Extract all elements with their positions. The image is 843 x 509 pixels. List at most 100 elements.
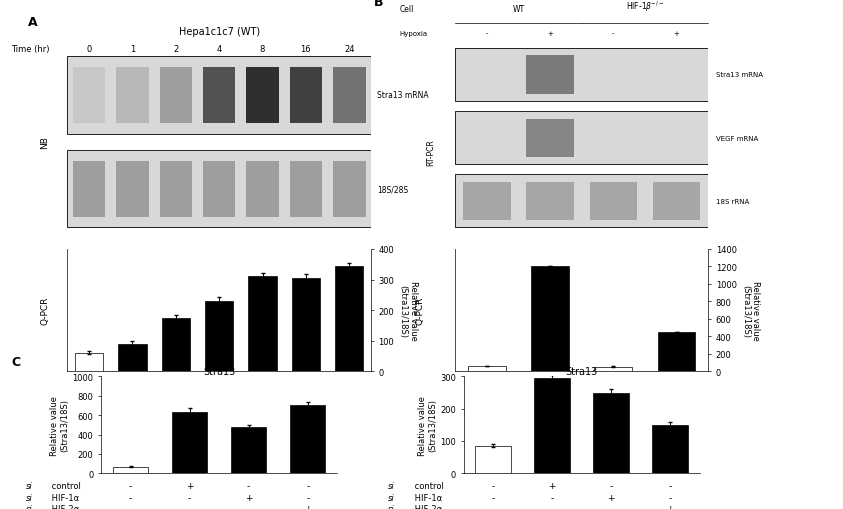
Text: Cell: Cell — [400, 5, 414, 14]
Text: -: - — [306, 481, 309, 490]
Bar — [652, 425, 688, 473]
Text: +: + — [186, 481, 193, 490]
Text: 4: 4 — [217, 45, 222, 54]
Text: Q-PCR: Q-PCR — [40, 296, 49, 325]
Text: Hepa1c1c7 (WT): Hepa1c1c7 (WT) — [179, 26, 260, 37]
Text: -: - — [612, 31, 615, 37]
Text: WT: WT — [513, 5, 524, 14]
Text: -: - — [188, 504, 191, 509]
Text: A: A — [28, 16, 38, 29]
FancyBboxPatch shape — [246, 161, 279, 217]
Bar — [292, 278, 320, 372]
Text: -: - — [306, 493, 309, 502]
Text: 18S rRNA: 18S rRNA — [716, 199, 749, 205]
FancyBboxPatch shape — [203, 68, 235, 124]
Text: Hypoxia: Hypoxia — [400, 31, 427, 37]
Bar — [172, 412, 207, 473]
Text: control: control — [49, 481, 81, 490]
Bar — [205, 301, 234, 372]
Text: si: si — [25, 493, 32, 502]
FancyBboxPatch shape — [72, 161, 105, 217]
Text: -: - — [247, 504, 250, 509]
Text: -: - — [668, 493, 672, 502]
Text: VEGF mRNA: VEGF mRNA — [716, 135, 758, 142]
Title: Stra13: Stra13 — [203, 366, 235, 376]
FancyBboxPatch shape — [116, 161, 148, 217]
Text: -: - — [129, 493, 132, 502]
Text: 16: 16 — [301, 45, 311, 54]
Text: 8: 8 — [260, 45, 266, 54]
Text: Stra13 mRNA: Stra13 mRNA — [716, 72, 763, 78]
FancyBboxPatch shape — [333, 68, 366, 124]
Text: control: control — [411, 481, 443, 490]
Text: -: - — [491, 493, 495, 502]
FancyBboxPatch shape — [72, 68, 105, 124]
Text: HIF-1α: HIF-1α — [411, 493, 442, 502]
Text: si: si — [388, 493, 395, 502]
Bar — [231, 427, 266, 473]
Bar — [162, 318, 190, 372]
Title: Stra13: Stra13 — [566, 366, 598, 376]
FancyBboxPatch shape — [116, 68, 148, 124]
Bar — [113, 467, 148, 473]
Bar — [118, 344, 147, 372]
Text: HIF-2α: HIF-2α — [49, 504, 79, 509]
Text: RT-PCR: RT-PCR — [426, 139, 435, 166]
Text: +: + — [245, 493, 252, 502]
Text: +: + — [674, 31, 679, 37]
FancyBboxPatch shape — [589, 183, 637, 220]
Text: C: C — [12, 355, 20, 369]
Text: NB: NB — [40, 136, 49, 149]
Bar — [593, 393, 629, 473]
Text: -: - — [491, 504, 495, 509]
Bar — [249, 277, 277, 372]
Text: -: - — [491, 481, 495, 490]
FancyBboxPatch shape — [67, 151, 371, 228]
Text: Time (hr): Time (hr) — [11, 45, 49, 54]
Bar — [658, 332, 695, 372]
FancyBboxPatch shape — [455, 175, 708, 228]
Text: HIF-1$\beta$$^{-/-}$: HIF-1$\beta$$^{-/-}$ — [626, 0, 664, 14]
FancyBboxPatch shape — [290, 161, 322, 217]
Text: HIF-2α: HIF-2α — [411, 504, 442, 509]
FancyBboxPatch shape — [526, 183, 574, 220]
Text: -: - — [609, 481, 613, 490]
Text: 18S/28S: 18S/28S — [377, 185, 408, 194]
Text: -: - — [247, 481, 250, 490]
Bar — [534, 378, 570, 473]
FancyBboxPatch shape — [203, 161, 235, 217]
Text: HIF-1α: HIF-1α — [49, 493, 79, 502]
Text: -: - — [550, 504, 554, 509]
Y-axis label: Relative value
(Stra13/18S): Relative value (Stra13/18S) — [418, 395, 438, 455]
FancyBboxPatch shape — [526, 120, 574, 157]
Bar — [531, 267, 569, 372]
Text: 2: 2 — [173, 45, 179, 54]
FancyBboxPatch shape — [455, 49, 708, 102]
Text: si: si — [25, 504, 32, 509]
Bar — [468, 366, 506, 372]
FancyBboxPatch shape — [159, 68, 192, 124]
Text: 0: 0 — [87, 45, 92, 54]
Text: +: + — [608, 493, 615, 502]
Text: -: - — [668, 481, 672, 490]
FancyBboxPatch shape — [159, 161, 192, 217]
FancyBboxPatch shape — [67, 57, 371, 134]
Bar — [475, 446, 511, 473]
Text: +: + — [667, 504, 674, 509]
Y-axis label: Relative value
(Stra13/18S): Relative value (Stra13/18S) — [51, 395, 70, 455]
Text: -: - — [486, 31, 488, 37]
Text: -: - — [550, 493, 554, 502]
Text: B: B — [374, 0, 384, 9]
Text: -: - — [129, 481, 132, 490]
Bar — [75, 353, 103, 372]
Text: si: si — [25, 481, 32, 490]
Text: -: - — [609, 504, 613, 509]
FancyBboxPatch shape — [333, 161, 366, 217]
FancyBboxPatch shape — [463, 183, 511, 220]
Text: 24: 24 — [344, 45, 355, 54]
Bar — [594, 367, 632, 372]
Text: si: si — [388, 504, 395, 509]
Y-axis label: Relative value
(Stra13/18S): Relative value (Stra13/18S) — [741, 280, 760, 341]
Text: +: + — [547, 31, 553, 37]
Text: -: - — [129, 504, 132, 509]
